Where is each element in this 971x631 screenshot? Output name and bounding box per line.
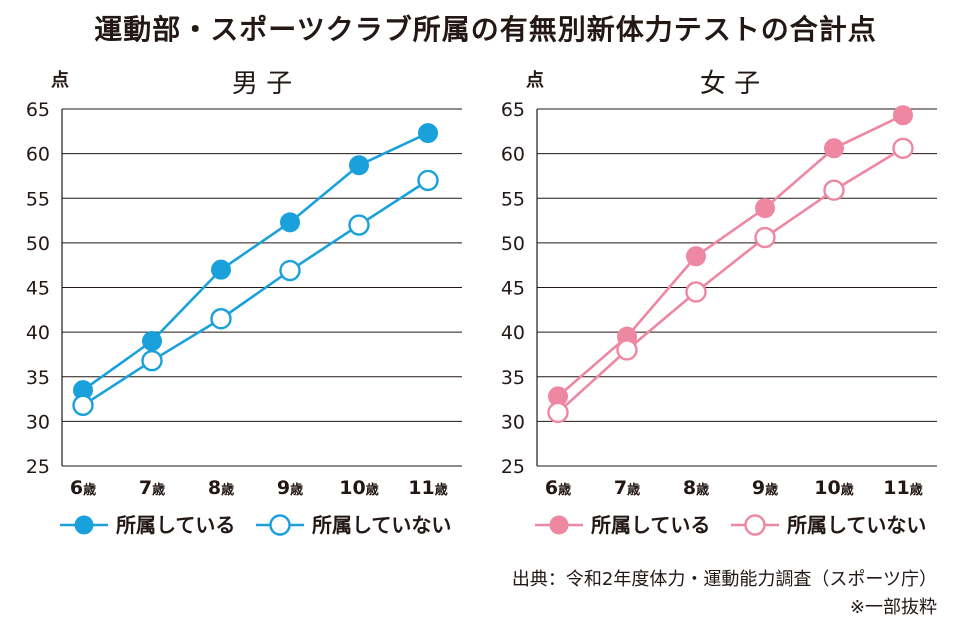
girls-x-tick-label: 11歳 xyxy=(883,477,922,499)
girls-x-tick-label: 9歳 xyxy=(752,477,778,499)
boys-point-filled xyxy=(280,212,300,233)
boys-x-tick-label: 8歳 xyxy=(208,477,234,499)
boys-x-tick-label: 10歳 xyxy=(339,477,378,499)
boys-point-filled xyxy=(142,331,162,352)
boys-x-tick-label: 6歳 xyxy=(70,477,96,499)
girls-legend-label: 所属していない xyxy=(787,513,926,537)
girls-point-filled xyxy=(755,198,775,219)
boys-y-tick-label: 30 xyxy=(26,411,50,433)
girls-legend-label: 所属している xyxy=(591,513,710,537)
girls-point-filled xyxy=(824,138,844,159)
boys-series-line-2 xyxy=(82,179,429,407)
boys-y-tick-label: 55 xyxy=(26,188,50,210)
boys-panel-title: 男 子 xyxy=(232,69,292,99)
excerpt-note: ※一部抜粋 xyxy=(849,597,937,618)
girls-y-unit-label: 点 xyxy=(526,69,544,91)
boys-point-hollow xyxy=(210,308,232,330)
girls-y-tick-label: 65 xyxy=(501,99,525,121)
boys-legend-label: 所属している xyxy=(116,513,235,537)
boys-x-tick-label: 11歳 xyxy=(408,477,447,499)
boys-y-unit-label: 点 xyxy=(51,69,69,91)
boys-point-hollow xyxy=(72,394,94,417)
girls-legend-marker-hollow xyxy=(744,514,766,536)
boys-legend-label: 所属していない xyxy=(312,513,451,537)
boys-point-hollow xyxy=(417,169,439,192)
girls-y-tick-label: 40 xyxy=(501,322,525,344)
girls-series-line-2 xyxy=(557,147,904,414)
source-note: 出典：令和2年度体力・運動能力調査（スポーツ庁） ※一部抜粋 xyxy=(512,566,937,622)
boys-point-hollow xyxy=(141,349,163,372)
boys-point-filled xyxy=(349,155,369,176)
boys-legend-marker-filled xyxy=(74,515,94,535)
main-title: 運動部・スポーツクラブ所属の有無別新体力テストの合計点 xyxy=(94,13,877,46)
boys-y-tick-label: 60 xyxy=(26,144,50,166)
girls-point-filled xyxy=(893,105,913,126)
girls-y-tick-label: 45 xyxy=(501,278,525,300)
girls-y-tick-label: 60 xyxy=(501,144,525,166)
boys-y-tick-label: 25 xyxy=(26,456,50,478)
girls-point-hollow xyxy=(823,179,845,201)
girls-x-tick-label: 8歳 xyxy=(683,477,709,499)
girls-x-tick-label: 6歳 xyxy=(545,477,571,499)
girls-y-tick-label: 25 xyxy=(501,456,525,478)
girls-point-filled xyxy=(686,246,706,267)
girls-y-tick-label: 50 xyxy=(501,233,525,255)
girls-y-tick-label: 30 xyxy=(501,411,525,433)
girls-y-tick-label: 55 xyxy=(501,188,525,210)
girls-point-hollow xyxy=(547,401,569,424)
girls-y-tick-label: 35 xyxy=(501,367,525,389)
boys-y-tick-label: 40 xyxy=(26,322,50,344)
girls-point-hollow xyxy=(616,339,638,361)
girls-series-line-1 xyxy=(557,114,904,398)
girls-x-tick-label: 7歳 xyxy=(614,477,640,499)
boys-series-line-1 xyxy=(82,131,429,392)
boys-point-hollow xyxy=(279,259,301,282)
source-citation: 出典：令和2年度体力・運動能力調査（スポーツ庁） xyxy=(511,569,937,590)
girls-point-hollow xyxy=(685,281,707,303)
girls-point-hollow xyxy=(892,137,914,159)
boys-x-tick-label: 9歳 xyxy=(277,477,303,499)
boys-legend-marker-hollow xyxy=(269,514,291,536)
boys-point-filled xyxy=(211,259,231,280)
boys-point-filled xyxy=(418,123,438,144)
girls-point-hollow xyxy=(754,226,776,249)
girls-x-tick-label: 10歳 xyxy=(814,477,853,499)
boys-y-tick-label: 45 xyxy=(26,278,50,300)
boys-y-tick-label: 50 xyxy=(26,233,50,255)
boys-x-tick-label: 7歳 xyxy=(139,477,165,499)
boys-y-tick-label: 35 xyxy=(26,367,50,389)
boys-point-hollow xyxy=(348,214,370,236)
boys-y-tick-label: 65 xyxy=(26,99,50,121)
girls-legend-marker-filled xyxy=(549,515,569,535)
girls-panel-title: 女 子 xyxy=(700,69,760,99)
